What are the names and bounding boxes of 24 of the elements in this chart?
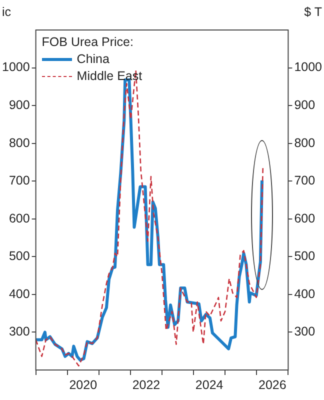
y-tick-label: 400 bbox=[8, 286, 30, 301]
y2-tick-label: 900 bbox=[294, 98, 316, 112]
y-tick-label: 500 bbox=[8, 249, 30, 264]
y2-tick-label: 800 bbox=[294, 136, 316, 150]
y-tick-label: 900 bbox=[8, 98, 30, 112]
y2-tick-label: 300 bbox=[294, 324, 316, 339]
y-axis-title: ic bbox=[2, 4, 12, 20]
y2-tick-label: 600 bbox=[294, 211, 316, 226]
y-tick-label: 600 bbox=[8, 211, 30, 226]
y-tick-label: 1000 bbox=[2, 60, 30, 74]
y-tick-label: 800 bbox=[8, 136, 30, 150]
legend-label: China bbox=[76, 51, 110, 68]
y2-tick-label: 700 bbox=[294, 174, 316, 188]
y2-tick-label: 400 bbox=[294, 286, 316, 301]
y2-tick-label: 1000 bbox=[294, 60, 322, 74]
x-tick-label: 2022 bbox=[132, 378, 160, 392]
x-tick-label: 2020 bbox=[69, 378, 98, 392]
y-tick-label: 300 bbox=[8, 324, 30, 339]
x-tick-label: 2026 bbox=[258, 378, 286, 392]
y-tick-label: 700 bbox=[8, 174, 30, 188]
x-tick-label: 2024 bbox=[195, 378, 224, 392]
y2-tick-label: 500 bbox=[294, 249, 316, 264]
legend-title: FOB Urea Price: bbox=[42, 34, 134, 51]
y2-axis-title: $ T bbox=[304, 4, 322, 20]
